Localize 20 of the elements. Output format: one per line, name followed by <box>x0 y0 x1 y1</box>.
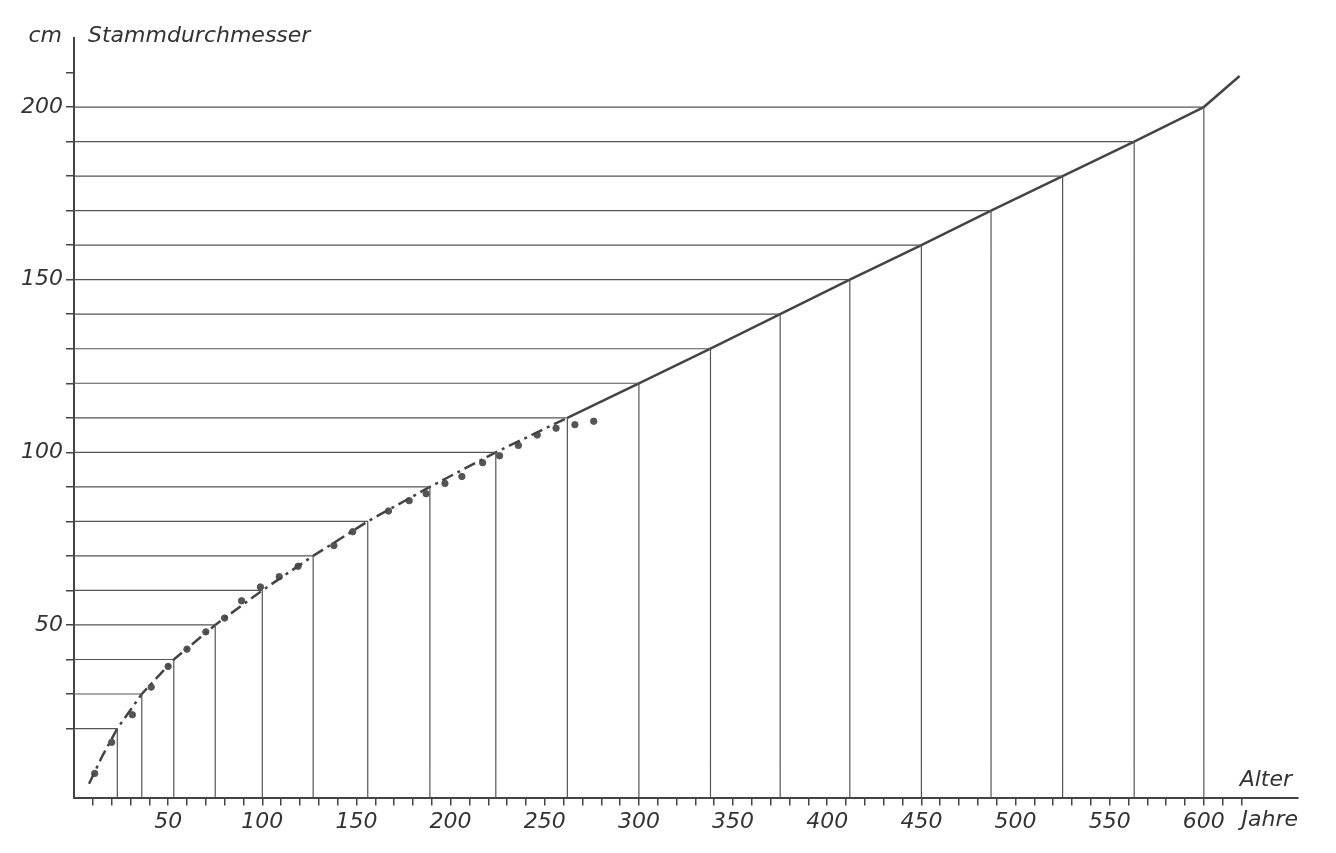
x-tick-label: 400 <box>806 807 849 833</box>
x-tick-label: 250 <box>523 807 566 833</box>
y-tick-label: 100 <box>20 438 63 464</box>
y-tick-label: 150 <box>20 265 63 291</box>
y-tick-label: 50 <box>34 610 63 636</box>
x-tick-label: 300 <box>617 807 660 833</box>
text: cm <box>28 21 62 47</box>
y-tick-label: 200 <box>20 92 63 118</box>
x-tick-label: 450 <box>900 807 943 833</box>
text: Jahre <box>1237 806 1298 832</box>
x-tick-label: 50 <box>154 807 183 833</box>
x-tick-label: 600 <box>1182 807 1225 833</box>
x-axis-title: Alter <box>1237 766 1294 792</box>
x-tick-label: 500 <box>994 807 1037 833</box>
x-tick-label: 200 <box>429 807 472 833</box>
x-tick-label: 350 <box>712 807 755 833</box>
x-tick-label: 550 <box>1088 807 1131 833</box>
y-axis-title: Stammdurchmesser <box>87 21 313 47</box>
x-tick-label: 100 <box>241 807 284 833</box>
x-tick-label: 150 <box>335 807 378 833</box>
